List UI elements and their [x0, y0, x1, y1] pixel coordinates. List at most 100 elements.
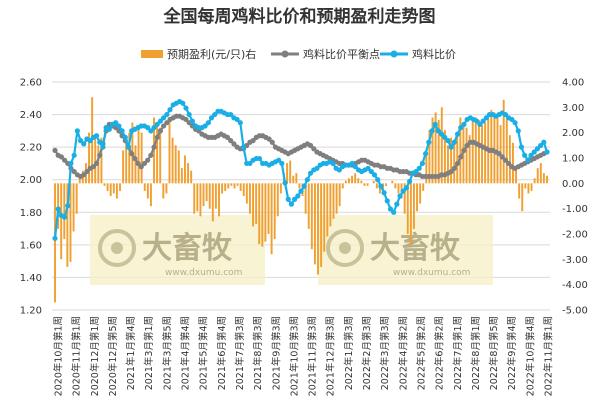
profit-bar	[112, 183, 115, 194]
profit-bar	[375, 183, 378, 189]
breakeven-point	[148, 152, 154, 158]
profit-bar	[481, 125, 483, 184]
y-right-tick-label: -1.00	[562, 204, 588, 215]
ratio-point	[458, 125, 464, 131]
watermark-2: 大畜牧 www.dxumu.com	[318, 215, 493, 285]
ratio-point	[407, 178, 413, 184]
x-tick-label: 2022年8月第1周	[470, 316, 482, 390]
legend-ratio-label: 鸡料比价	[412, 47, 456, 61]
profit-bar	[385, 183, 388, 186]
ratio-point	[87, 138, 93, 144]
watermark-brand: 大畜牧	[370, 231, 461, 266]
ratio-point	[391, 209, 397, 215]
ratio-point	[442, 134, 448, 140]
profit-bar	[546, 175, 548, 184]
profit-bar	[354, 173, 357, 184]
profit-bar	[211, 183, 214, 222]
profit-bar	[437, 120, 440, 184]
ratio-point	[65, 203, 71, 209]
profit-bar	[505, 117, 508, 184]
ratio-point	[375, 177, 381, 183]
ratio-point	[502, 111, 509, 118]
profit-bar	[440, 107, 443, 184]
profit-bar	[119, 183, 121, 191]
profit-bar	[236, 183, 239, 186]
ratio-point	[68, 160, 74, 167]
breakeven-point	[97, 152, 103, 158]
profit-bar	[115, 183, 118, 199]
profit-bar	[295, 173, 298, 184]
x-tick-label: 2022年11月第1周	[543, 316, 555, 396]
ratio-point	[330, 160, 336, 167]
profit-bar	[304, 183, 307, 214]
x-tick-label: 2020年11月第1周	[71, 316, 83, 396]
breakeven-point	[499, 154, 505, 160]
profit-bar	[168, 117, 171, 184]
profit-bar	[242, 183, 245, 196]
x-tick-label: 2021年6月第4周	[216, 316, 228, 390]
ratio-point	[515, 128, 521, 134]
profit-bar	[224, 183, 227, 191]
x-tick-label: 2022年1月第3周	[343, 316, 355, 390]
profit-bar	[264, 183, 267, 242]
breakeven-point	[183, 116, 189, 123]
breakeven-point	[461, 147, 467, 153]
profit-bar	[329, 183, 332, 227]
ratio-point	[247, 160, 253, 167]
ratio-point	[298, 188, 304, 194]
breakeven-point	[250, 138, 256, 144]
profit-bar	[60, 183, 63, 260]
ratio-point	[477, 121, 483, 127]
ratio-point	[525, 157, 531, 163]
profit-bar	[366, 183, 369, 186]
profit-bar	[162, 183, 165, 199]
profit-bar	[258, 183, 261, 245]
watermark-url: www.dxumu.com	[165, 268, 242, 278]
ratio-point	[189, 118, 195, 124]
breakeven-point	[224, 134, 231, 140]
profit-bar	[391, 180, 394, 184]
profit-bar	[69, 183, 72, 262]
breakeven-point	[145, 157, 151, 163]
profit-bar	[109, 183, 112, 196]
watermark-logo-icon	[98, 229, 136, 267]
profit-bar	[524, 183, 527, 189]
profit-bar	[465, 127, 468, 184]
ratio-point	[461, 121, 467, 127]
ratio-point	[256, 155, 263, 162]
profit-bar	[326, 183, 329, 237]
y-left-tick-label: 1.80	[20, 208, 42, 219]
profit-bar	[94, 137, 97, 184]
profit-bar	[431, 117, 434, 184]
legend-ratio-marker	[390, 50, 398, 58]
profit-bar	[174, 145, 177, 184]
legend-breakeven-marker	[281, 50, 289, 58]
profit-bar	[344, 180, 347, 184]
ratio-point	[125, 144, 132, 150]
x-tick-label: 2022年2月第3周	[361, 316, 373, 390]
profit-bar	[530, 183, 533, 191]
profit-bar	[416, 183, 418, 212]
breakeven-point	[231, 141, 237, 147]
ratio-point	[285, 196, 291, 202]
legend: 预期盈利(元/只)右 鸡料比价平衡点 鸡料比价	[141, 47, 456, 61]
profit-bar	[245, 183, 248, 204]
x-tick-label: 2021年12月第3周	[325, 316, 337, 396]
profit-bar	[372, 180, 375, 184]
ratio-point	[61, 214, 68, 220]
profit-bar	[149, 183, 152, 207]
profit-bar	[125, 137, 128, 184]
y-left-tick-label: 2.00	[20, 175, 42, 186]
ratio-point	[97, 139, 103, 145]
profit-bar	[335, 183, 338, 214]
x-tick-label: 2021年8月第3周	[252, 316, 264, 390]
ratio-point	[202, 123, 208, 129]
breakeven-point	[496, 151, 502, 157]
profit-bar	[75, 183, 78, 214]
ratio-point	[371, 172, 378, 178]
profit-bar	[156, 122, 159, 184]
ratio-point	[234, 116, 240, 123]
profit-bar	[106, 183, 109, 191]
profit-bar	[456, 132, 459, 184]
